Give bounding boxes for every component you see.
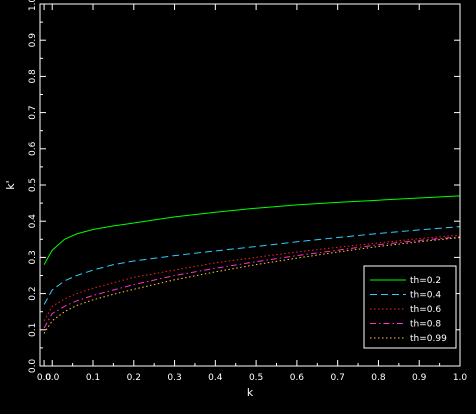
x-tick-label: 0.0 (37, 373, 52, 383)
x-tick-label: 0.6 (290, 373, 305, 383)
y-tick-label: 0.0 (28, 359, 38, 374)
legend-label: th=0.2 (410, 276, 441, 286)
y-tick-label: 1.0 (28, 0, 38, 11)
x-tick-label: 0.9 (412, 373, 427, 383)
x-tick-label: 0.7 (331, 373, 345, 383)
y-tick-label: 0.7 (28, 105, 38, 119)
x-tick-label: 0.0 (45, 373, 60, 383)
x-axis-ticks: 0.00.0 0.1 0.2 0.3 0.4 0.5 0.6 0.7 0.8 0.9 1.0 (37, 4, 468, 383)
x-tick-label: 0.4 (208, 373, 223, 383)
legend-label: th=0.4 (410, 291, 441, 301)
y-tick-label: 0.6 (28, 141, 38, 156)
series-line-th-0-99 (43, 237, 461, 334)
y-axis-label: k' (4, 180, 17, 189)
y-tick-label: 0.4 (28, 214, 38, 229)
legend: th=0.2 th=0.4 th=0.6 th=0.8 th=0.99 (363, 265, 457, 349)
x-axis-label: k (247, 386, 254, 399)
y-tick-label: 0.5 (28, 178, 38, 192)
y-tick-label: 0.9 (28, 33, 38, 48)
legend-label: th=0.6 (410, 305, 441, 315)
x-tick-label: 1.0 (453, 373, 468, 383)
series-line-th-0-2 (43, 195, 461, 265)
x-tick-label: 0.5 (249, 373, 263, 383)
x-tick-label: 0.3 (167, 373, 181, 383)
series-lines (43, 195, 461, 334)
series-line-th-0-6 (43, 234, 461, 322)
x-tick-label: 0.8 (371, 373, 386, 383)
y-tick-label: 0.1 (28, 323, 38, 337)
y-tick-label: 0.2 (28, 286, 38, 300)
series-line-th-0-4 (43, 226, 461, 305)
series-line-th-0-8 (43, 236, 461, 329)
y-tick-label: 0.8 (28, 69, 38, 84)
plot-frame (39, 3, 461, 367)
legend-label: th=0.99 (410, 334, 447, 344)
legend-label: th=0.8 (410, 320, 441, 330)
y-tick-label: 0.3 (28, 250, 38, 264)
x-tick-label: 0.2 (127, 373, 141, 383)
x-tick-label: 0.1 (86, 373, 100, 383)
